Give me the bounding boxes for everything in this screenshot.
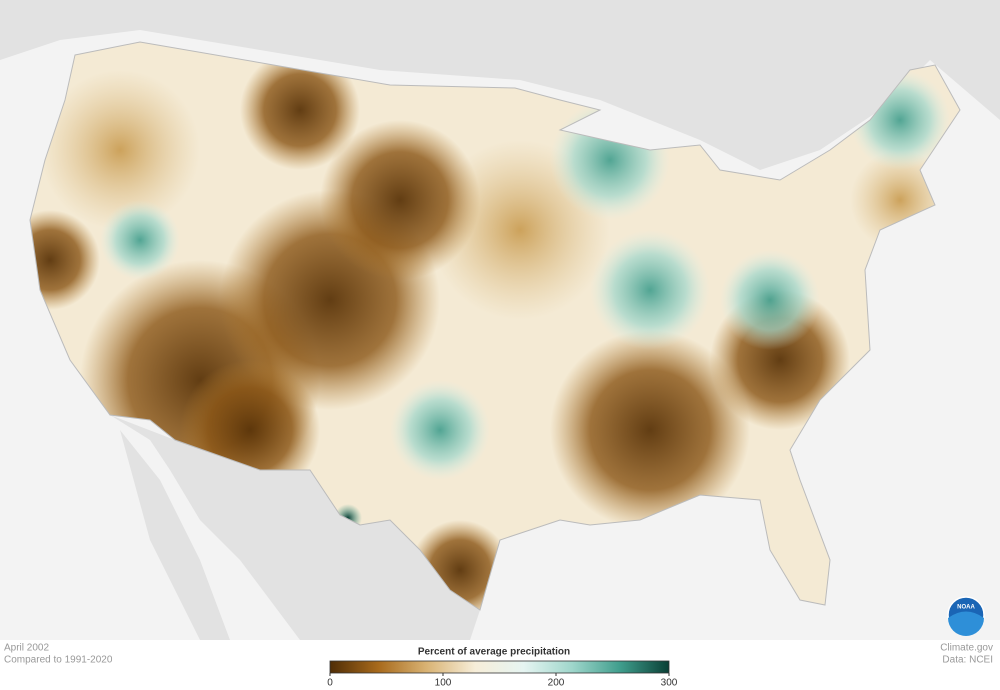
mexico (110, 415, 480, 640)
period: April 2002 (4, 643, 49, 654)
legend-tick-label: 200 (548, 678, 565, 689)
legend-tick-label: 100 (435, 678, 452, 689)
colorbar (329, 660, 670, 674)
credit: Climate.gov (940, 643, 993, 654)
legend-ticks: 0 100 200 300 (327, 673, 678, 689)
legend-tick-label: 0 (327, 678, 333, 689)
legend-title: Percent of average precipitation (418, 647, 570, 658)
canada (0, 0, 1000, 170)
legend-tick-label: 300 (661, 678, 678, 689)
us-outline (29, 41, 961, 611)
noaa-logo: NOAA (947, 596, 985, 636)
source: Data: NCEI (942, 655, 993, 666)
logo-text: NOAA (957, 605, 975, 611)
baseline: Compared to 1991-2020 (4, 655, 113, 666)
